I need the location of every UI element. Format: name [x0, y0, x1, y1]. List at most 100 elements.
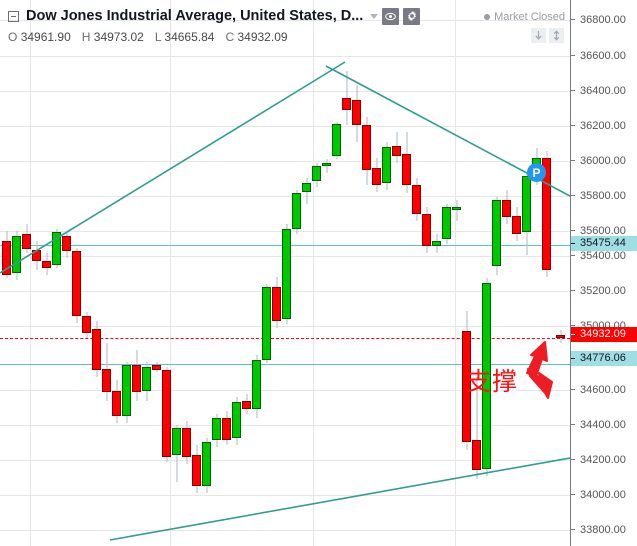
price-axis-tick: 34000.00 — [571, 488, 626, 502]
market-status: Market Closed — [484, 11, 565, 23]
candle-body-down — [472, 439, 481, 471]
gridline-vertical — [455, 0, 456, 546]
ohlc-c: C 34932.09 — [225, 30, 287, 44]
gridline-horizontal — [0, 196, 570, 197]
price-axis-badge-last-price[interactable]: 34932.09 — [571, 327, 637, 342]
candlestick — [482, 278, 491, 476]
candle-body-down — [362, 125, 371, 170]
price-axis-badge-level[interactable]: 35475.44 — [571, 236, 637, 251]
price-axis-tick: 33800.00 — [571, 523, 626, 537]
candlestick — [22, 224, 31, 253]
collapse-box-icon[interactable] — [8, 10, 19, 22]
candle-body-down — [112, 390, 121, 417]
candle-body-down — [512, 215, 521, 235]
ohlc-value: 34973.02 — [93, 29, 144, 44]
candlestick — [342, 71, 351, 126]
candle-body-down — [182, 427, 191, 457]
price-axis-tick: 36800.00 — [571, 13, 626, 27]
arrow-up-down-icon[interactable] — [549, 28, 564, 43]
candle-body-up — [522, 176, 531, 233]
gridline-horizontal — [0, 495, 570, 496]
candlestick — [472, 377, 481, 479]
candle-body-up — [282, 229, 291, 320]
candle-body-up — [202, 441, 211, 486]
candle-body-down — [42, 261, 51, 269]
candle-body-down — [372, 167, 381, 185]
price-axis[interactable]: 36800.00 36600.00 36400.00 36200.00 36000.00… — [570, 0, 637, 546]
gridline-vertical — [170, 0, 171, 546]
gridline-horizontal — [0, 390, 570, 391]
candle-body-up — [212, 417, 221, 440]
price-axis-tick: 35600.00 — [571, 224, 626, 238]
candle-body-down — [402, 154, 411, 185]
candlestick — [222, 411, 231, 445]
ohlc-value: 34665.84 — [164, 29, 215, 44]
candlestick — [272, 276, 281, 328]
p-marker-badge[interactable]: P — [527, 163, 546, 182]
chart-plot-area[interactable]: P 支撑 — [0, 0, 570, 546]
price-line-support[interactable] — [0, 364, 570, 365]
price-axis-tick: 36400.00 — [571, 84, 626, 98]
candlestick — [452, 200, 461, 221]
price-axis-badge-level[interactable]: 34776.06 — [571, 351, 637, 366]
candlestick — [542, 150, 551, 277]
gridline-horizontal — [0, 530, 570, 531]
ohlc-h: H 34973.02 — [82, 30, 144, 44]
price-axis-tick: 34400.00 — [571, 418, 626, 432]
candle-body-down — [392, 145, 401, 156]
gridline-horizontal — [0, 161, 570, 162]
arrow-down-icon[interactable] — [531, 28, 546, 43]
candle-body-down — [422, 213, 431, 247]
candle-body-up — [292, 193, 301, 230]
gridline-horizontal — [0, 126, 570, 127]
candlestick — [312, 162, 321, 187]
candlestick — [352, 84, 361, 143]
candle-body-down — [102, 368, 111, 393]
candlestick — [362, 116, 371, 185]
candle-body-up — [332, 123, 341, 156]
price-axis-tick: 36600.00 — [571, 49, 626, 63]
candle-body-down — [222, 417, 231, 440]
candlestick — [172, 424, 181, 483]
gridline-horizontal — [0, 425, 570, 426]
chevron-down-icon[interactable] — [370, 13, 379, 19]
price-axis-tick: 35400.00 — [571, 249, 626, 263]
gridline-horizontal — [0, 91, 570, 92]
page-title: Dow Jones Industrial Average, United Sta… — [26, 8, 364, 24]
support-annotation-label: 支撑 — [466, 367, 519, 396]
candlestick — [62, 230, 71, 258]
candlestick — [242, 394, 251, 415]
eye-icon[interactable] — [382, 7, 400, 25]
trendline-rising-lower[interactable] — [109, 457, 570, 541]
candle-wick — [476, 377, 477, 479]
candle-body-down — [342, 98, 351, 111]
ohlc-label: L — [154, 29, 162, 44]
candlestick — [102, 343, 111, 401]
candlestick — [182, 421, 191, 464]
chart-legend: Dow Jones Industrial Average, United Sta… — [8, 6, 421, 45]
candlestick — [252, 354, 261, 418]
candle-body-down — [242, 400, 251, 410]
candlestick — [412, 178, 421, 221]
candlestick — [142, 361, 151, 401]
candle-body-down — [272, 286, 281, 321]
candle-body-down — [162, 370, 171, 457]
candlestick — [322, 159, 331, 173]
gridline-vertical — [313, 0, 314, 546]
price-axis-tick: 34200.00 — [571, 453, 626, 467]
candlestick — [42, 252, 51, 275]
price-axis-tick: 34600.00 — [571, 383, 626, 397]
market-status-label: Market Closed — [494, 11, 565, 23]
candlestick — [112, 380, 121, 423]
candlestick — [202, 438, 211, 493]
candlestick — [52, 229, 61, 269]
candlestick — [422, 207, 431, 253]
price-line-last-price[interactable] — [0, 338, 570, 339]
candle-body-down — [22, 234, 31, 250]
trendline-rising-upper[interactable] — [0, 61, 346, 274]
gear-icon[interactable] — [403, 7, 421, 25]
candlestick — [232, 397, 241, 445]
candle-body-down — [502, 200, 511, 218]
candlestick — [132, 349, 141, 401]
